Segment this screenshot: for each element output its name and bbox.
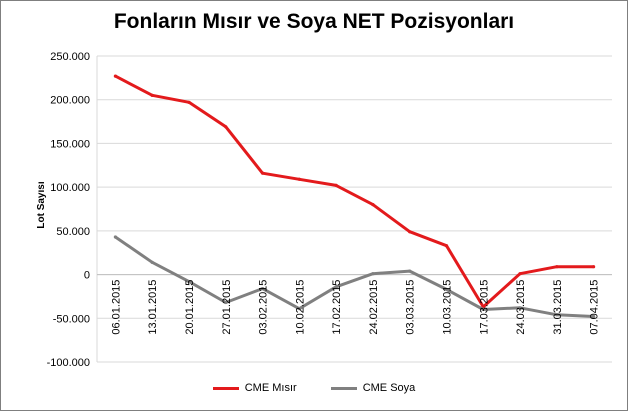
data-point <box>371 203 375 207</box>
x-tick-label: 17.03.2015 <box>478 280 490 335</box>
data-point <box>260 286 265 291</box>
legend-label-soy: CME Soya <box>362 382 416 394</box>
data-point <box>297 177 301 181</box>
x-tick-label: 24.03.2015 <box>515 280 527 335</box>
data-point <box>334 285 338 289</box>
x-tick-label: 20.01.2015 <box>184 280 196 335</box>
x-tick-label: 06.01.2015 <box>110 280 122 335</box>
data-point <box>555 313 559 317</box>
y-tick-label: 50.000 <box>56 226 90 238</box>
y-tick-label: -100.000 <box>47 357 90 369</box>
data-point <box>555 265 559 269</box>
x-tick-label: 13.01.2015 <box>147 280 159 335</box>
y-tick-label: 250.000 <box>50 51 90 63</box>
series-line-1 <box>114 235 594 318</box>
data-point <box>187 100 191 104</box>
data-point <box>592 314 596 319</box>
chart-title: Fonların Mısır ve Soya NET Pozisyonları <box>113 10 515 33</box>
x-tick-label: 10.03.2015 <box>441 280 453 335</box>
data-point <box>150 260 154 264</box>
chart-legend: CME Mısır CME Soya <box>0 382 628 394</box>
data-point <box>150 93 154 97</box>
data-point <box>408 269 412 273</box>
data-point <box>518 306 522 310</box>
data-point <box>113 74 117 78</box>
legend-label-corn: CME Mısır <box>244 382 297 394</box>
y-tick-label: 0 <box>84 270 90 282</box>
data-point <box>518 272 522 276</box>
data-point <box>371 272 375 276</box>
data-point <box>297 307 301 311</box>
x-tick-label: 24.02.2015 <box>368 280 380 335</box>
data-point <box>113 235 117 239</box>
x-tick-label: 07.04.2015 <box>589 280 601 335</box>
y-tick-label: 200.000 <box>50 95 90 107</box>
data-point <box>592 265 596 269</box>
legend-swatch-corn <box>212 386 239 390</box>
legend-swatch-soy <box>330 386 357 390</box>
data-point <box>408 230 412 234</box>
y-tick-label: 150.000 <box>50 138 90 150</box>
x-tick-label: 03.02.2015 <box>258 280 270 335</box>
data-point <box>187 279 191 284</box>
y-tick-label: -50.000 <box>53 313 90 325</box>
legend-item-soy: CME Soya <box>330 382 416 394</box>
x-tick-label: 31.03.2015 <box>552 280 564 335</box>
x-tick-label: 27.01.2015 <box>221 280 233 335</box>
x-tick-label: 03.03.2015 <box>405 280 417 335</box>
data-point <box>334 183 338 187</box>
series-line-0 <box>114 74 594 309</box>
data-point <box>444 287 449 292</box>
data-point <box>481 307 485 312</box>
data-point <box>224 125 228 129</box>
y-tick-label: 100.000 <box>50 182 90 194</box>
data-point <box>444 244 449 248</box>
y-axis-label: Lot Sayısı <box>36 181 47 228</box>
x-tick-label: 10.02.2015 <box>294 280 306 335</box>
x-tick-label: 17.02.2015 <box>331 280 343 335</box>
legend-item-corn: CME Mısır <box>212 382 297 394</box>
data-point <box>260 171 265 175</box>
data-point <box>224 300 228 305</box>
